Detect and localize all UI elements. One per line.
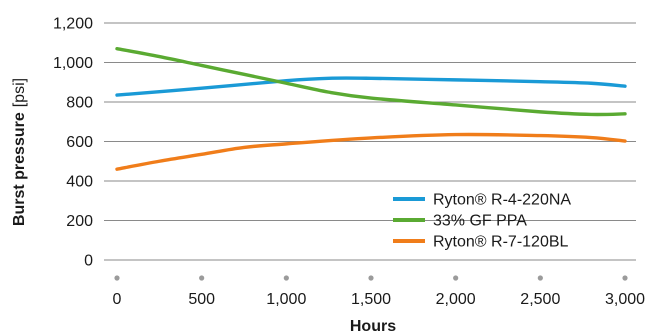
y-tick-label: 1,000: [53, 55, 93, 72]
legend-label: Ryton® R-7-120BL: [433, 234, 569, 251]
legend: Ryton® R-4-220NA 33% GF PPA Ryton® R-7-120…: [393, 192, 571, 251]
y-axis-title: Burst pressure [psi]: [11, 78, 28, 226]
x-tick-label: 1,500: [351, 291, 391, 308]
x-tick-labels: 0 500 1,000 1,500 2,000 2,500 3,000: [113, 291, 646, 308]
x-tick-label: 2,000: [436, 291, 476, 308]
series-line-1: [115, 76, 627, 97]
x-tick-label: 500: [188, 291, 215, 308]
y-tick-label: 400: [66, 174, 93, 191]
legend-label: Ryton® R-4-220NA: [433, 192, 571, 209]
x-tick-dot: [537, 275, 543, 281]
y-tick-label: 200: [66, 213, 93, 230]
y-tick-label: 600: [66, 134, 93, 151]
x-tick-label: 3,000: [605, 291, 645, 308]
x-tick-dot: [283, 275, 289, 281]
x-tick-label: 2,500: [520, 291, 560, 308]
x-tick-dot: [453, 275, 459, 281]
x-tick-dot: [622, 275, 628, 281]
y-tick-labels: 0 200 400 600 800 1,000 1,200: [53, 16, 93, 270]
y-axis-unit: [psi]: [11, 78, 28, 107]
series-line-3: [115, 132, 627, 171]
y-tick-label: 800: [66, 95, 93, 112]
gridlines: [104, 22, 636, 261]
x-tick-markers: [114, 275, 628, 281]
series-lines: [115, 46, 627, 171]
x-tick-label: 0: [113, 291, 122, 308]
x-tick-label: 1,000: [266, 291, 306, 308]
x-tick-dot: [199, 275, 205, 281]
y-tick-label: 1,200: [53, 16, 93, 33]
legend-label: 33% GF PPA: [433, 213, 527, 230]
y-axis-label: Burst pressure: [11, 112, 28, 226]
series-line-2: [115, 46, 627, 117]
y-tick-label: 0: [84, 253, 93, 270]
x-tick-dot: [114, 275, 120, 281]
x-tick-dot: [368, 275, 374, 281]
x-axis-title: Hours: [350, 318, 396, 335]
